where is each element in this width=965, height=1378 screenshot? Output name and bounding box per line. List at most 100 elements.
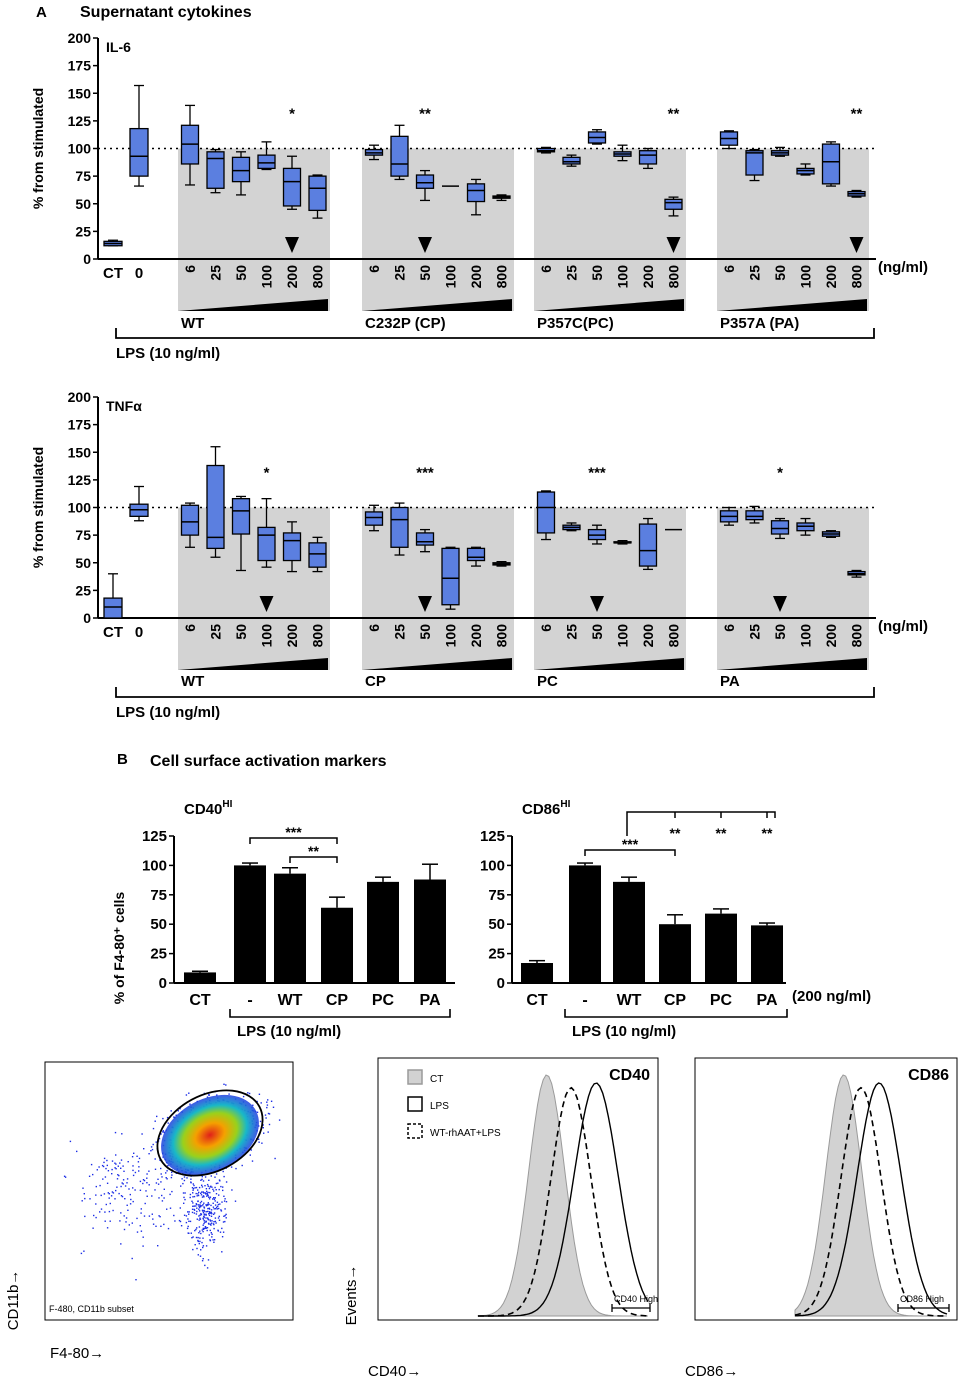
scatter-point xyxy=(140,1212,142,1214)
scatter-point xyxy=(201,1209,204,1211)
significance-bracket xyxy=(249,837,338,844)
scatter-point xyxy=(209,1223,212,1225)
scatter-point xyxy=(64,1176,67,1178)
scatter-point xyxy=(151,1195,153,1197)
scatter-point xyxy=(124,1198,126,1200)
scatter-point xyxy=(198,1215,200,1217)
box-body xyxy=(638,523,658,567)
scatter-point xyxy=(200,1249,202,1251)
scatter-point xyxy=(183,1202,185,1204)
scatter-point xyxy=(120,1243,122,1245)
category-label: PC xyxy=(372,992,395,1009)
dose-label: 50 xyxy=(233,624,249,640)
dose-label: 6 xyxy=(182,624,198,632)
y-tick-label: 50 xyxy=(75,196,91,212)
scatter-point xyxy=(106,1164,108,1167)
scatter-point xyxy=(142,1236,144,1238)
scatter-point xyxy=(198,1219,200,1221)
scatter-point xyxy=(165,1172,167,1174)
scatter-point xyxy=(192,1236,194,1238)
scatter-point xyxy=(213,1227,215,1230)
scatter-point xyxy=(192,1202,194,1204)
dose-label: 100 xyxy=(259,624,275,648)
scatter-point xyxy=(154,1168,157,1170)
scatter-point xyxy=(159,1159,161,1161)
scatter-point xyxy=(191,1211,194,1214)
scatter-point xyxy=(186,1227,189,1230)
scatter-point xyxy=(111,1191,114,1193)
scatter-point xyxy=(199,1218,202,1220)
scatter-point xyxy=(160,1133,162,1135)
dose-label: 50 xyxy=(589,624,605,640)
scatter-point xyxy=(204,1221,206,1223)
panel-b-ylabel: % of F4-80⁺ cells xyxy=(111,892,127,1005)
scatter-point xyxy=(117,1165,119,1167)
dose-label: 6 xyxy=(366,624,382,632)
scatter-point xyxy=(170,1176,173,1179)
scatter-point xyxy=(210,1209,213,1211)
bar xyxy=(569,865,601,983)
scatter-point xyxy=(199,1202,202,1204)
scatter-point xyxy=(178,1219,181,1222)
scatter-point xyxy=(270,1100,273,1102)
scatter-point xyxy=(183,1196,185,1199)
box-body xyxy=(466,183,486,203)
scatter-point xyxy=(201,1205,203,1207)
scatter-point xyxy=(166,1116,169,1119)
scatter-point xyxy=(189,1220,192,1223)
scatter-point xyxy=(198,1232,200,1234)
scatter-point xyxy=(103,1161,105,1164)
scatter-point xyxy=(95,1216,97,1219)
scatter-point xyxy=(198,1210,201,1212)
dose-label: 200 xyxy=(284,265,300,289)
lps-label: LPS (10 ng/ml) xyxy=(572,1023,676,1040)
gate-label: CD40 High xyxy=(614,1294,658,1304)
bar xyxy=(751,925,783,983)
scatter-point xyxy=(200,1205,202,1208)
lps-bracket xyxy=(564,1009,788,1018)
dose-label: 25 xyxy=(208,265,224,281)
scatter-point xyxy=(189,1103,191,1105)
scatter-point xyxy=(223,1175,225,1178)
y-tick-label: 50 xyxy=(75,555,91,571)
scatter-point xyxy=(134,1171,137,1174)
scatter-point xyxy=(143,1179,146,1182)
dose-label: 100 xyxy=(259,265,275,289)
scatter-point xyxy=(202,1230,204,1233)
y-tick-label: 150 xyxy=(68,444,92,460)
scatter-point xyxy=(76,1150,78,1153)
scatter-point xyxy=(139,1180,142,1183)
scatter-point xyxy=(100,1208,103,1210)
scatter-point xyxy=(212,1188,214,1191)
scatter-point xyxy=(152,1218,154,1220)
scatter-point xyxy=(224,1214,226,1217)
y-tick-label: 0 xyxy=(159,975,167,992)
scatter-point xyxy=(208,1203,210,1206)
group-band xyxy=(178,148,330,259)
dose-label: 6 xyxy=(721,265,737,273)
scatter-point xyxy=(202,1180,205,1182)
scatter-point xyxy=(203,1202,205,1204)
group-label: WT xyxy=(181,673,204,690)
scatter-point xyxy=(208,1196,210,1198)
scatter-point xyxy=(208,1214,211,1217)
scatter-point xyxy=(208,1213,210,1215)
scatter-point xyxy=(187,1211,189,1213)
scatter-point xyxy=(192,1192,194,1194)
scatter-point xyxy=(179,1207,181,1209)
y-tick-label: 175 xyxy=(68,58,92,74)
scatter-point xyxy=(198,1191,200,1194)
dose-label: 6 xyxy=(538,265,554,273)
scatter-point xyxy=(84,1215,86,1218)
scatter-point xyxy=(122,1165,124,1167)
scatter-point xyxy=(142,1179,145,1181)
scatter-point xyxy=(219,1203,221,1205)
scatter-point xyxy=(159,1216,161,1218)
box-body xyxy=(466,547,486,562)
scatter-point xyxy=(209,1220,212,1222)
scatter-point xyxy=(208,1207,210,1209)
y-tick-label: 50 xyxy=(150,916,167,933)
scatter-point xyxy=(179,1220,182,1223)
scatter-point xyxy=(202,1204,204,1206)
scatter-point xyxy=(160,1173,162,1175)
